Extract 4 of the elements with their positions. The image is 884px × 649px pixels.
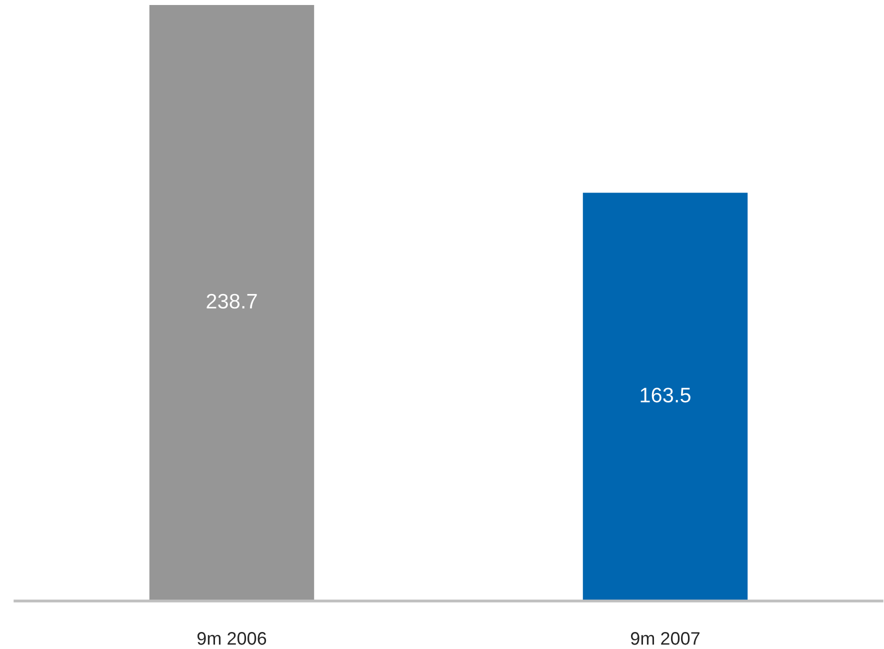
data-label: 163.5 (640, 388, 690, 402)
x-tick-label: 9m 2007 (630, 632, 700, 645)
x-tick-label: 9m 2006 (197, 632, 266, 645)
data-label: 238.7 (206, 294, 257, 309)
